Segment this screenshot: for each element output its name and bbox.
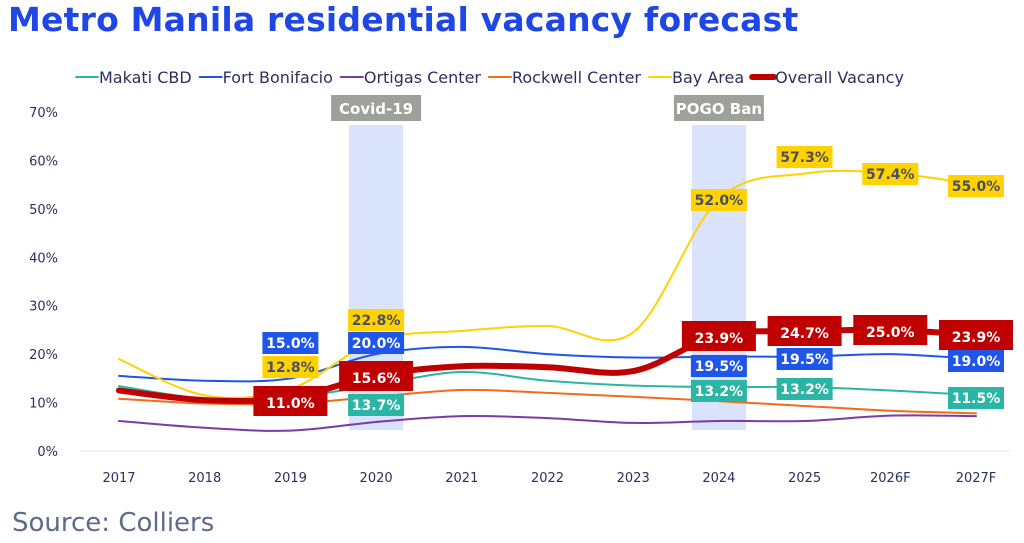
series-line-overall-vacancy <box>116 326 979 405</box>
data-label: 52.0% <box>695 193 744 209</box>
data-label: 19.0% <box>952 354 1001 370</box>
data-label-bg <box>776 146 833 168</box>
data-label-bg <box>948 387 1004 409</box>
source-note: Source: Colliers <box>12 508 215 538</box>
legend-label: Fort Bonifacio <box>223 68 333 87</box>
y-tick-label: 70% <box>29 106 58 121</box>
x-tick-label: 2021 <box>445 471 478 486</box>
data-label: 13.7% <box>352 398 401 414</box>
x-tick-label: 2022 <box>531 471 564 486</box>
data-label-bg <box>339 361 414 391</box>
annotation-band <box>691 125 746 430</box>
y-tick-label: 50% <box>29 203 58 218</box>
data-label: 25.0% <box>866 325 915 341</box>
series-line-fort-bonifacio <box>118 345 977 383</box>
data-label-bg <box>253 386 328 416</box>
x-tick-label: 2026F <box>870 471 911 486</box>
chart-title: Metro Manila residential vacancy forecas… <box>8 0 799 39</box>
data-label-bg <box>262 356 319 378</box>
legend-label: Ortigas Center <box>364 68 482 87</box>
y-tick-label: 60% <box>29 154 58 169</box>
data-label: 57.4% <box>866 167 915 183</box>
data-label: 13.2% <box>695 384 744 400</box>
data-label-bg <box>348 332 405 354</box>
data-label-bg <box>939 320 1013 350</box>
data-label: 15.0% <box>266 336 315 352</box>
data-label: 15.6% <box>352 371 401 387</box>
x-tick-label: 2025 <box>788 471 821 486</box>
data-label: 19.5% <box>780 352 829 368</box>
data-label-bg <box>862 163 919 185</box>
data-label-bg <box>776 348 833 370</box>
y-tick-label: 0% <box>37 445 58 460</box>
data-label: 13.2% <box>780 382 829 398</box>
legend-label: Overall Vacancy <box>775 68 904 87</box>
data-label-bg <box>348 394 405 416</box>
data-label-bg <box>853 315 928 345</box>
y-tick-label: 10% <box>29 397 58 412</box>
x-tick-label: 2024 <box>702 471 735 486</box>
data-label-bg <box>348 309 405 331</box>
annotation-label: POGO Ban <box>676 100 762 118</box>
x-tick-label: 2017 <box>102 471 135 486</box>
y-tick-label: 40% <box>29 251 58 266</box>
data-label: 11.5% <box>952 391 1001 407</box>
legend-label: Bay Area <box>672 68 744 87</box>
data-label: 19.5% <box>695 359 744 375</box>
data-label: 24.7% <box>780 326 829 342</box>
data-label: 12.8% <box>266 360 315 376</box>
data-label: 23.9% <box>952 330 1001 346</box>
annotation-label: Covid-19 <box>339 100 413 118</box>
data-label-bg <box>948 175 1004 197</box>
data-label: 22.8% <box>352 313 401 329</box>
data-label-bg <box>776 378 833 400</box>
annotation-label-bg <box>331 95 422 121</box>
x-tick-label: 2019 <box>274 471 307 486</box>
legend-label: Makati CBD <box>99 68 192 87</box>
data-label: 11.0% <box>266 396 315 412</box>
data-label-bg <box>681 321 756 351</box>
data-label: 23.9% <box>695 331 744 347</box>
data-label: 57.3% <box>780 150 829 166</box>
legend-label: Rockwell Center <box>512 68 641 87</box>
data-label-bg <box>690 355 747 377</box>
data-label: 20.0% <box>352 336 401 352</box>
x-tick-label: 2018 <box>188 471 221 486</box>
data-label-bg <box>767 316 842 346</box>
data-label: 55.0% <box>952 179 1001 195</box>
data-label-bg <box>690 189 747 211</box>
series-line-makati-cbd <box>118 371 977 401</box>
annotation-label-bg <box>673 95 764 121</box>
series-line-ortigas-center <box>118 414 977 432</box>
x-tick-label: 2027F <box>956 471 997 486</box>
x-tick-label: 2023 <box>617 471 650 486</box>
y-tick-label: 20% <box>29 348 58 363</box>
series-line-bay-area <box>118 169 977 399</box>
x-tick-label: 2020 <box>360 471 393 486</box>
data-label-bg <box>948 350 1004 372</box>
y-tick-label: 30% <box>29 300 58 315</box>
data-label-bg <box>262 332 319 354</box>
data-label-bg <box>690 380 747 402</box>
